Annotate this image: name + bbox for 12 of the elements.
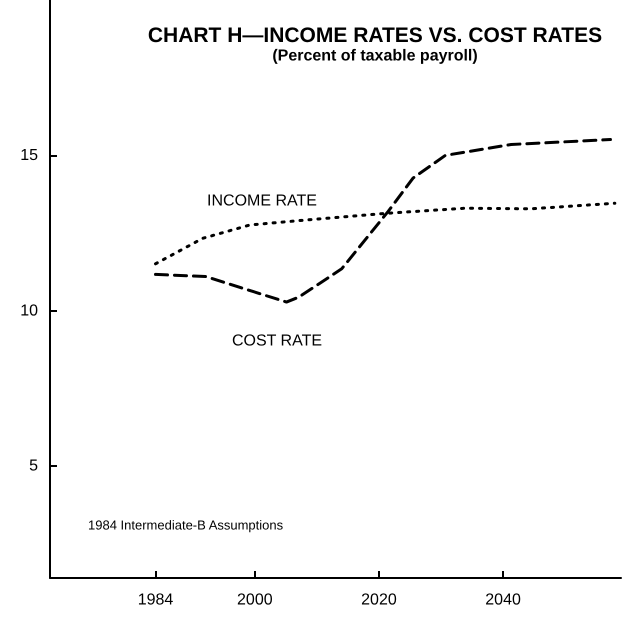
text: CHART H—INCOME RATES VS. COST RATES [148, 24, 602, 47]
annotation: COST RATE [232, 332, 322, 350]
y-tick-label: 15 [20, 146, 38, 164]
y-tick-label: 10 [20, 302, 38, 320]
annotation: INCOME RATE [207, 192, 317, 210]
x-tick-label: 1984 [138, 592, 174, 608]
x-tick-label: 2000 [237, 592, 273, 608]
text: (Percent of taxable payroll) [272, 48, 478, 64]
x-tick-label: 2020 [361, 592, 397, 608]
y-tick-label: 5 [29, 458, 38, 475]
x-tick-label: 2040 [485, 592, 521, 608]
annotation: 1984 Intermediate-B Assumptions [88, 518, 284, 532]
